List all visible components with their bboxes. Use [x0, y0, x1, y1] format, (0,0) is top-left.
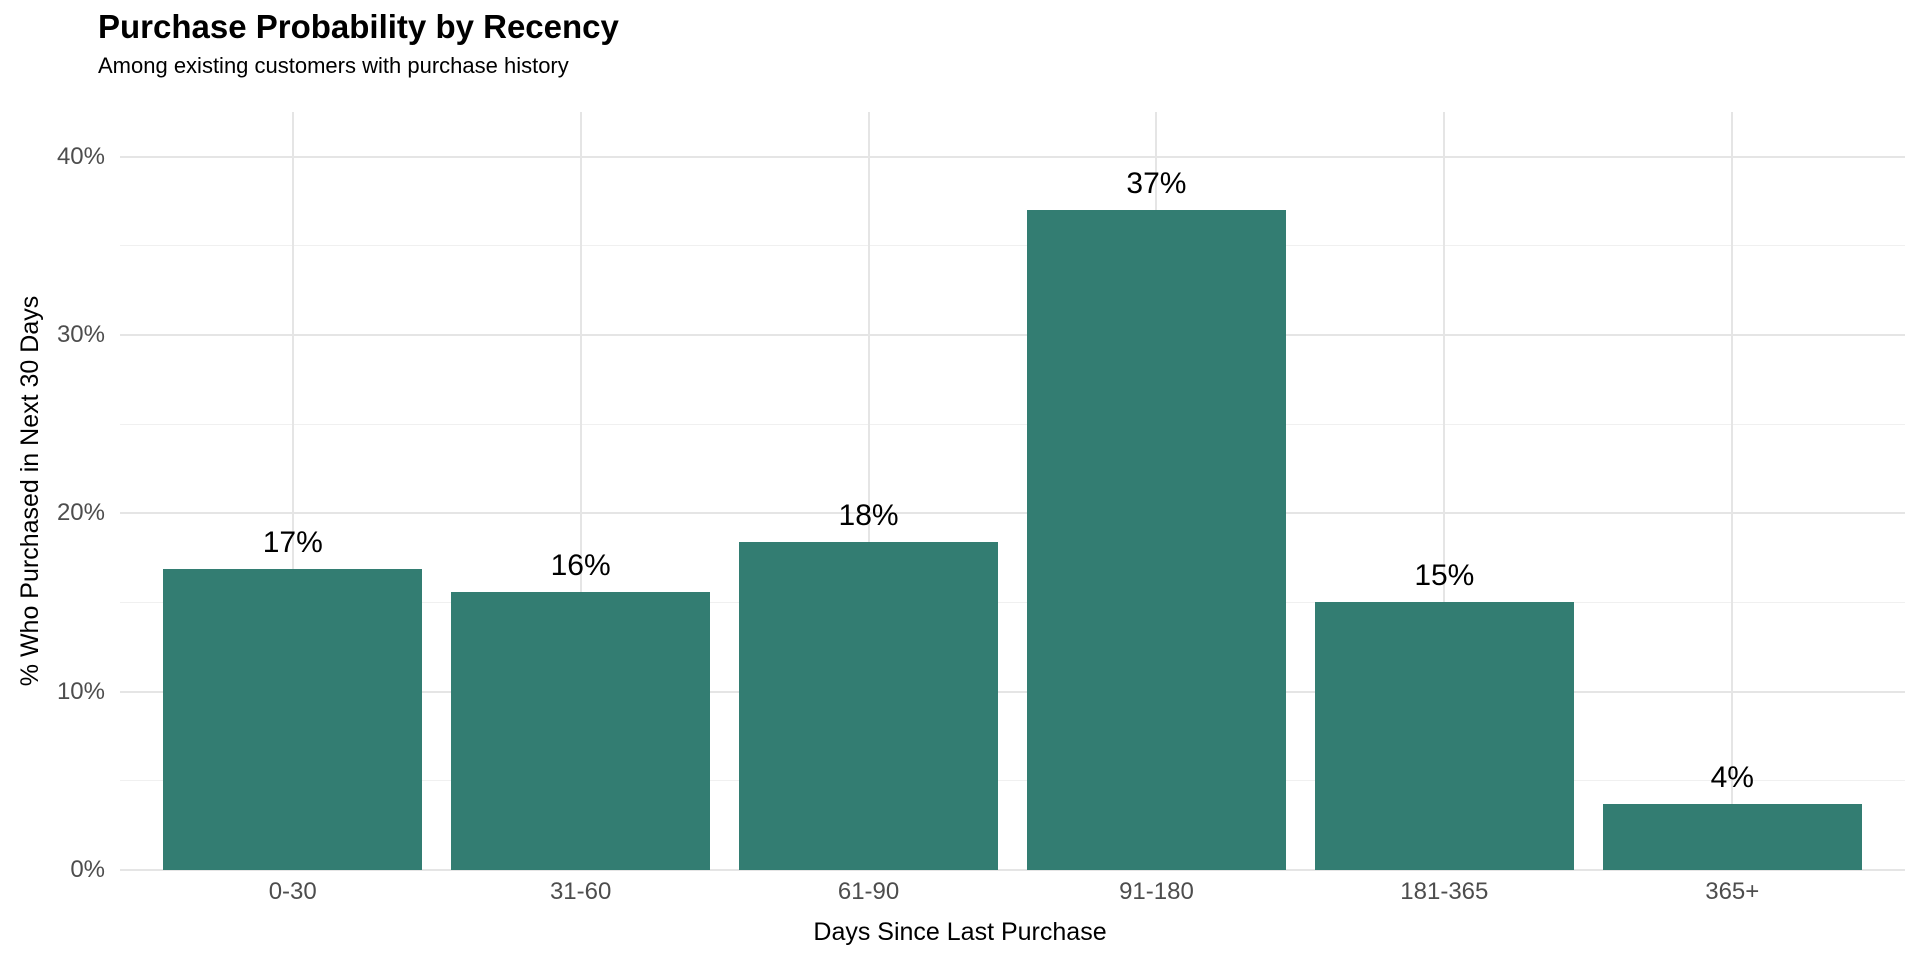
x-tick-label: 365+ — [1705, 878, 1760, 905]
major-gridline — [120, 690, 1905, 693]
bar-value-label: 4% — [1710, 761, 1754, 794]
bar-value-label: 15% — [1414, 559, 1475, 593]
vertical-gridline — [867, 112, 870, 870]
bar — [451, 591, 711, 870]
chart-title: Purchase Probability by Recency — [98, 8, 619, 45]
minor-gridline — [120, 245, 1905, 247]
minor-gridline — [120, 423, 1905, 425]
major-gridline — [120, 869, 1905, 871]
y-tick-label: 10% — [56, 677, 105, 705]
chart-subtitle: Among existing customers with purchase h… — [98, 53, 569, 78]
bar-value-label: 37% — [1126, 167, 1187, 201]
bar — [1026, 210, 1286, 870]
x-tick-label: 91-180 — [1119, 878, 1194, 905]
bar-value-label: 16% — [550, 548, 611, 582]
y-axis-title: % Who Purchased in Next 30 Days — [16, 295, 44, 687]
y-tick-label: 30% — [56, 320, 105, 348]
y-tick-label: 0% — [70, 856, 105, 883]
vertical-gridline — [291, 112, 294, 870]
bar — [1314, 602, 1574, 870]
bar — [1602, 804, 1862, 870]
major-gridline — [120, 155, 1905, 158]
x-tick-label: 61-90 — [837, 878, 900, 905]
x-tick-label: 181-365 — [1400, 878, 1489, 905]
vertical-gridline — [1443, 112, 1446, 870]
bar-value-label: 17% — [262, 525, 323, 559]
bar — [738, 541, 999, 870]
x-tick-label: 31-60 — [549, 878, 612, 905]
major-gridline — [120, 333, 1905, 336]
x-tick-label: 0-30 — [268, 878, 317, 905]
bar-value-label: 18% — [838, 498, 899, 532]
y-tick-label: 40% — [56, 142, 105, 170]
y-tick-label: 20% — [56, 499, 105, 527]
minor-gridline — [120, 780, 1905, 782]
bar — [163, 568, 423, 870]
vertical-gridline — [1731, 112, 1734, 870]
x-axis-title: Days Since Last Purchase — [813, 918, 1107, 946]
minor-gridline — [120, 601, 1905, 603]
major-gridline — [120, 512, 1905, 515]
vertical-gridline — [579, 112, 582, 870]
